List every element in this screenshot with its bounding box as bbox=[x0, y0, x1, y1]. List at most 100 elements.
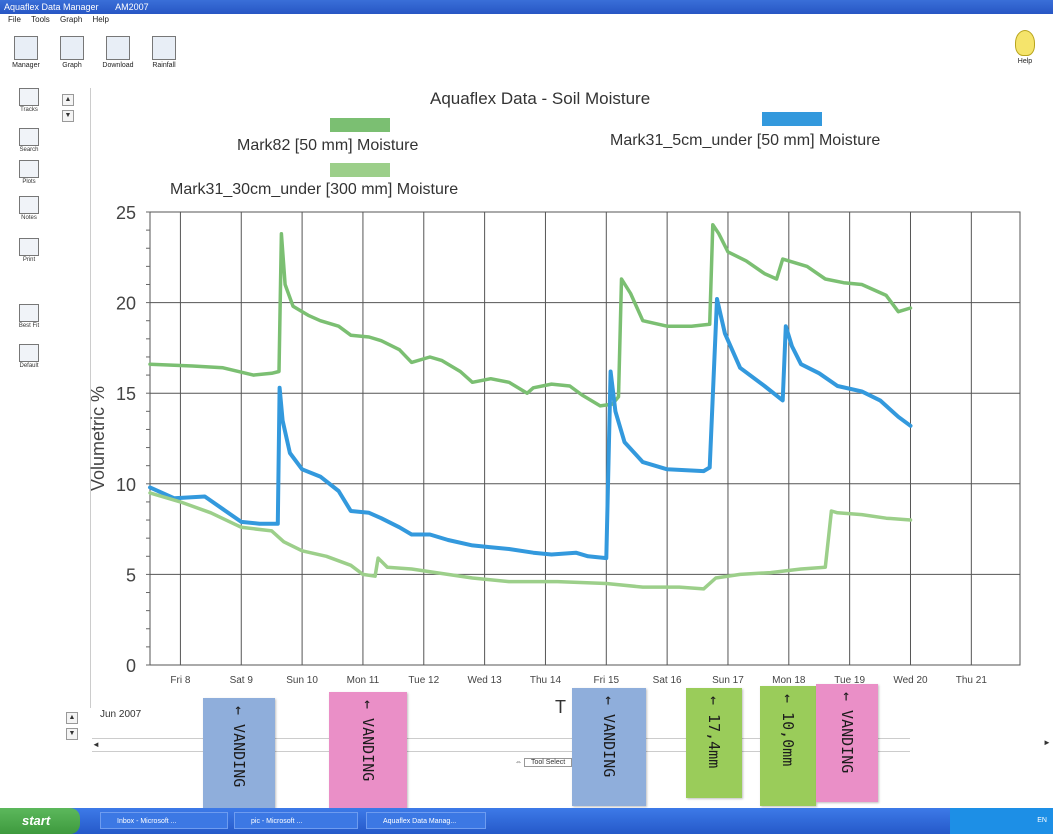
y-tick-label: 25 bbox=[116, 203, 136, 223]
sidebar-divider bbox=[90, 88, 91, 708]
series-line-mark82 bbox=[148, 222, 913, 408]
graph-button[interactable]: Graph bbox=[52, 32, 92, 78]
x-tick-label: Tue 19 bbox=[834, 675, 865, 686]
search-label: Search bbox=[19, 147, 39, 153]
sticky-note-1-text: ← VANDING bbox=[230, 706, 248, 788]
rainfall-icon bbox=[152, 36, 176, 60]
legend-swatch-mark31-30cm bbox=[330, 163, 390, 177]
sticky-note-5-text: ← 10,0mm bbox=[779, 694, 797, 767]
default-button[interactable]: Default bbox=[8, 344, 50, 369]
window-version: AM2007 bbox=[115, 2, 149, 12]
taskbar-item-aquaflex[interactable]: Aquaflex Data Manag... bbox=[366, 812, 486, 829]
sticky-note-3: ← VANDING bbox=[572, 688, 646, 806]
manager-icon bbox=[14, 36, 38, 60]
x-tick-label: Fri 8 bbox=[170, 675, 190, 686]
tracks-icon bbox=[19, 88, 39, 106]
default-label: Default bbox=[19, 363, 39, 369]
x-tick-label: Thu 14 bbox=[530, 675, 562, 686]
start-button[interactable]: start bbox=[0, 808, 80, 834]
legend-swatch-mark31-5cm bbox=[762, 112, 822, 126]
window-title-bar: Aquaflex Data Manager AM2007 bbox=[0, 0, 1053, 14]
x-tick-label: Wed 20 bbox=[893, 675, 928, 686]
sticky-note-6-text: ← VANDING bbox=[838, 692, 856, 774]
x-tick-label: Sun 17 bbox=[712, 675, 744, 686]
x-tick-label: Fri 15 bbox=[594, 675, 620, 686]
plots-button[interactable]: Plots bbox=[8, 160, 50, 185]
print-button[interactable]: Print bbox=[8, 238, 50, 263]
sticky-note-5: ← 10,0mm bbox=[760, 686, 816, 806]
x-tick-label: Sat 9 bbox=[230, 675, 254, 686]
y-tick-label: 10 bbox=[116, 475, 136, 495]
window-title: Aquaflex Data Manager bbox=[4, 2, 99, 12]
scroll-right-icon[interactable]: ► bbox=[1043, 738, 1051, 747]
x-tick-label: Thu 21 bbox=[956, 675, 988, 686]
tool-select[interactable]: ⇔ Tool Select bbox=[515, 758, 573, 767]
zoom-down-button[interactable]: ▼ bbox=[66, 728, 78, 740]
zoom-up-button[interactable]: ▲ bbox=[66, 712, 78, 724]
sticky-note-6: ← VANDING bbox=[816, 684, 878, 802]
x-axis-title: T bbox=[555, 697, 566, 717]
manager-label: Manager bbox=[12, 62, 40, 69]
x-tick-label: Mon 11 bbox=[347, 675, 380, 686]
tool-select-box[interactable]: Tool Select bbox=[523, 758, 573, 767]
download-icon bbox=[106, 36, 130, 60]
default-icon bbox=[19, 344, 39, 362]
search-button[interactable]: Search bbox=[8, 128, 50, 153]
menu-tools[interactable]: Tools bbox=[31, 15, 50, 24]
best-fit-button[interactable]: Best Fit bbox=[8, 304, 50, 329]
menu-file[interactable]: File bbox=[8, 15, 21, 24]
sticky-note-4: ← 17,4mm bbox=[686, 688, 742, 798]
x-tick-label: Tue 12 bbox=[408, 675, 439, 686]
legend-label-mark31-30cm: Mark31_30cm_under [300 mm] Moisture bbox=[170, 181, 459, 198]
system-tray: EN bbox=[950, 808, 1053, 834]
print-icon bbox=[19, 238, 39, 256]
manager-button[interactable]: Manager bbox=[6, 32, 46, 78]
tracks-label: Tracks bbox=[20, 107, 38, 113]
y-axis-label: Volumetric % bbox=[88, 386, 108, 491]
plot-area bbox=[149, 211, 1021, 666]
x-tick-label: Sun 10 bbox=[286, 675, 318, 686]
best-fit-icon bbox=[19, 304, 39, 322]
menu-help[interactable]: Help bbox=[92, 15, 109, 24]
help-button[interactable]: Help bbox=[1010, 30, 1040, 70]
sticky-note-4-text: ← 17,4mm bbox=[705, 696, 723, 769]
tracks-button[interactable]: Tracks bbox=[8, 88, 50, 113]
notes-button[interactable]: Notes bbox=[8, 196, 50, 221]
sticky-note-3-text: ← VANDING bbox=[600, 696, 618, 778]
download-label: Download bbox=[102, 62, 134, 69]
graph-icon bbox=[60, 36, 84, 60]
date-range-label: Jun 2007 bbox=[100, 709, 142, 720]
x-tick-label: Sat 16 bbox=[653, 675, 682, 686]
best-fit-label: Best Fit bbox=[18, 323, 40, 329]
horizontal-scrollbar[interactable]: ◄ bbox=[92, 738, 910, 752]
y-tick-label: 0 bbox=[126, 656, 136, 676]
legend-label-mark31-5cm: Mark31_5cm_under [50 mm] Moisture bbox=[610, 132, 881, 149]
plots-icon bbox=[19, 160, 39, 178]
y-tick-label: 20 bbox=[116, 294, 136, 314]
notes-label: Notes bbox=[21, 215, 37, 221]
scroll-up-button[interactable]: ▲ bbox=[62, 94, 74, 106]
taskbar-item-pic[interactable]: pic - Microsoft ... bbox=[234, 812, 358, 829]
legend-swatch-mark82 bbox=[330, 118, 390, 132]
sticky-note-2: ← VANDING bbox=[329, 692, 407, 812]
sticky-note-2-text: ← VANDING bbox=[359, 700, 377, 782]
scroll-left-icon[interactable]: ◄ bbox=[92, 740, 100, 749]
download-button[interactable]: Download bbox=[98, 32, 138, 78]
chart-title: Aquaflex Data - Soil Moisture bbox=[430, 89, 651, 108]
legend-label-mark82: Mark82 [50 mm] Moisture bbox=[237, 137, 419, 154]
graph-label: Graph bbox=[62, 62, 82, 69]
menu-graph[interactable]: Graph bbox=[60, 15, 83, 24]
series-line-mark31-5cm bbox=[148, 297, 913, 561]
menu-bar: File Tools Graph Help bbox=[0, 15, 109, 27]
help-label: Help bbox=[1017, 58, 1033, 65]
y-tick-label: 15 bbox=[116, 384, 136, 404]
y-tick-label: 5 bbox=[126, 565, 136, 585]
search-icon bbox=[19, 128, 39, 146]
series-line-mark31-30cm bbox=[148, 491, 913, 591]
scroll-down-button[interactable]: ▼ bbox=[62, 110, 74, 122]
x-tick-label: Mon 18 bbox=[772, 675, 806, 686]
taskbar: start Inbox - Microsoft ... pic - Micros… bbox=[0, 808, 1053, 834]
rainfall-button[interactable]: Rainfall bbox=[144, 32, 184, 78]
taskbar-item-inbox[interactable]: Inbox - Microsoft ... bbox=[100, 812, 228, 829]
